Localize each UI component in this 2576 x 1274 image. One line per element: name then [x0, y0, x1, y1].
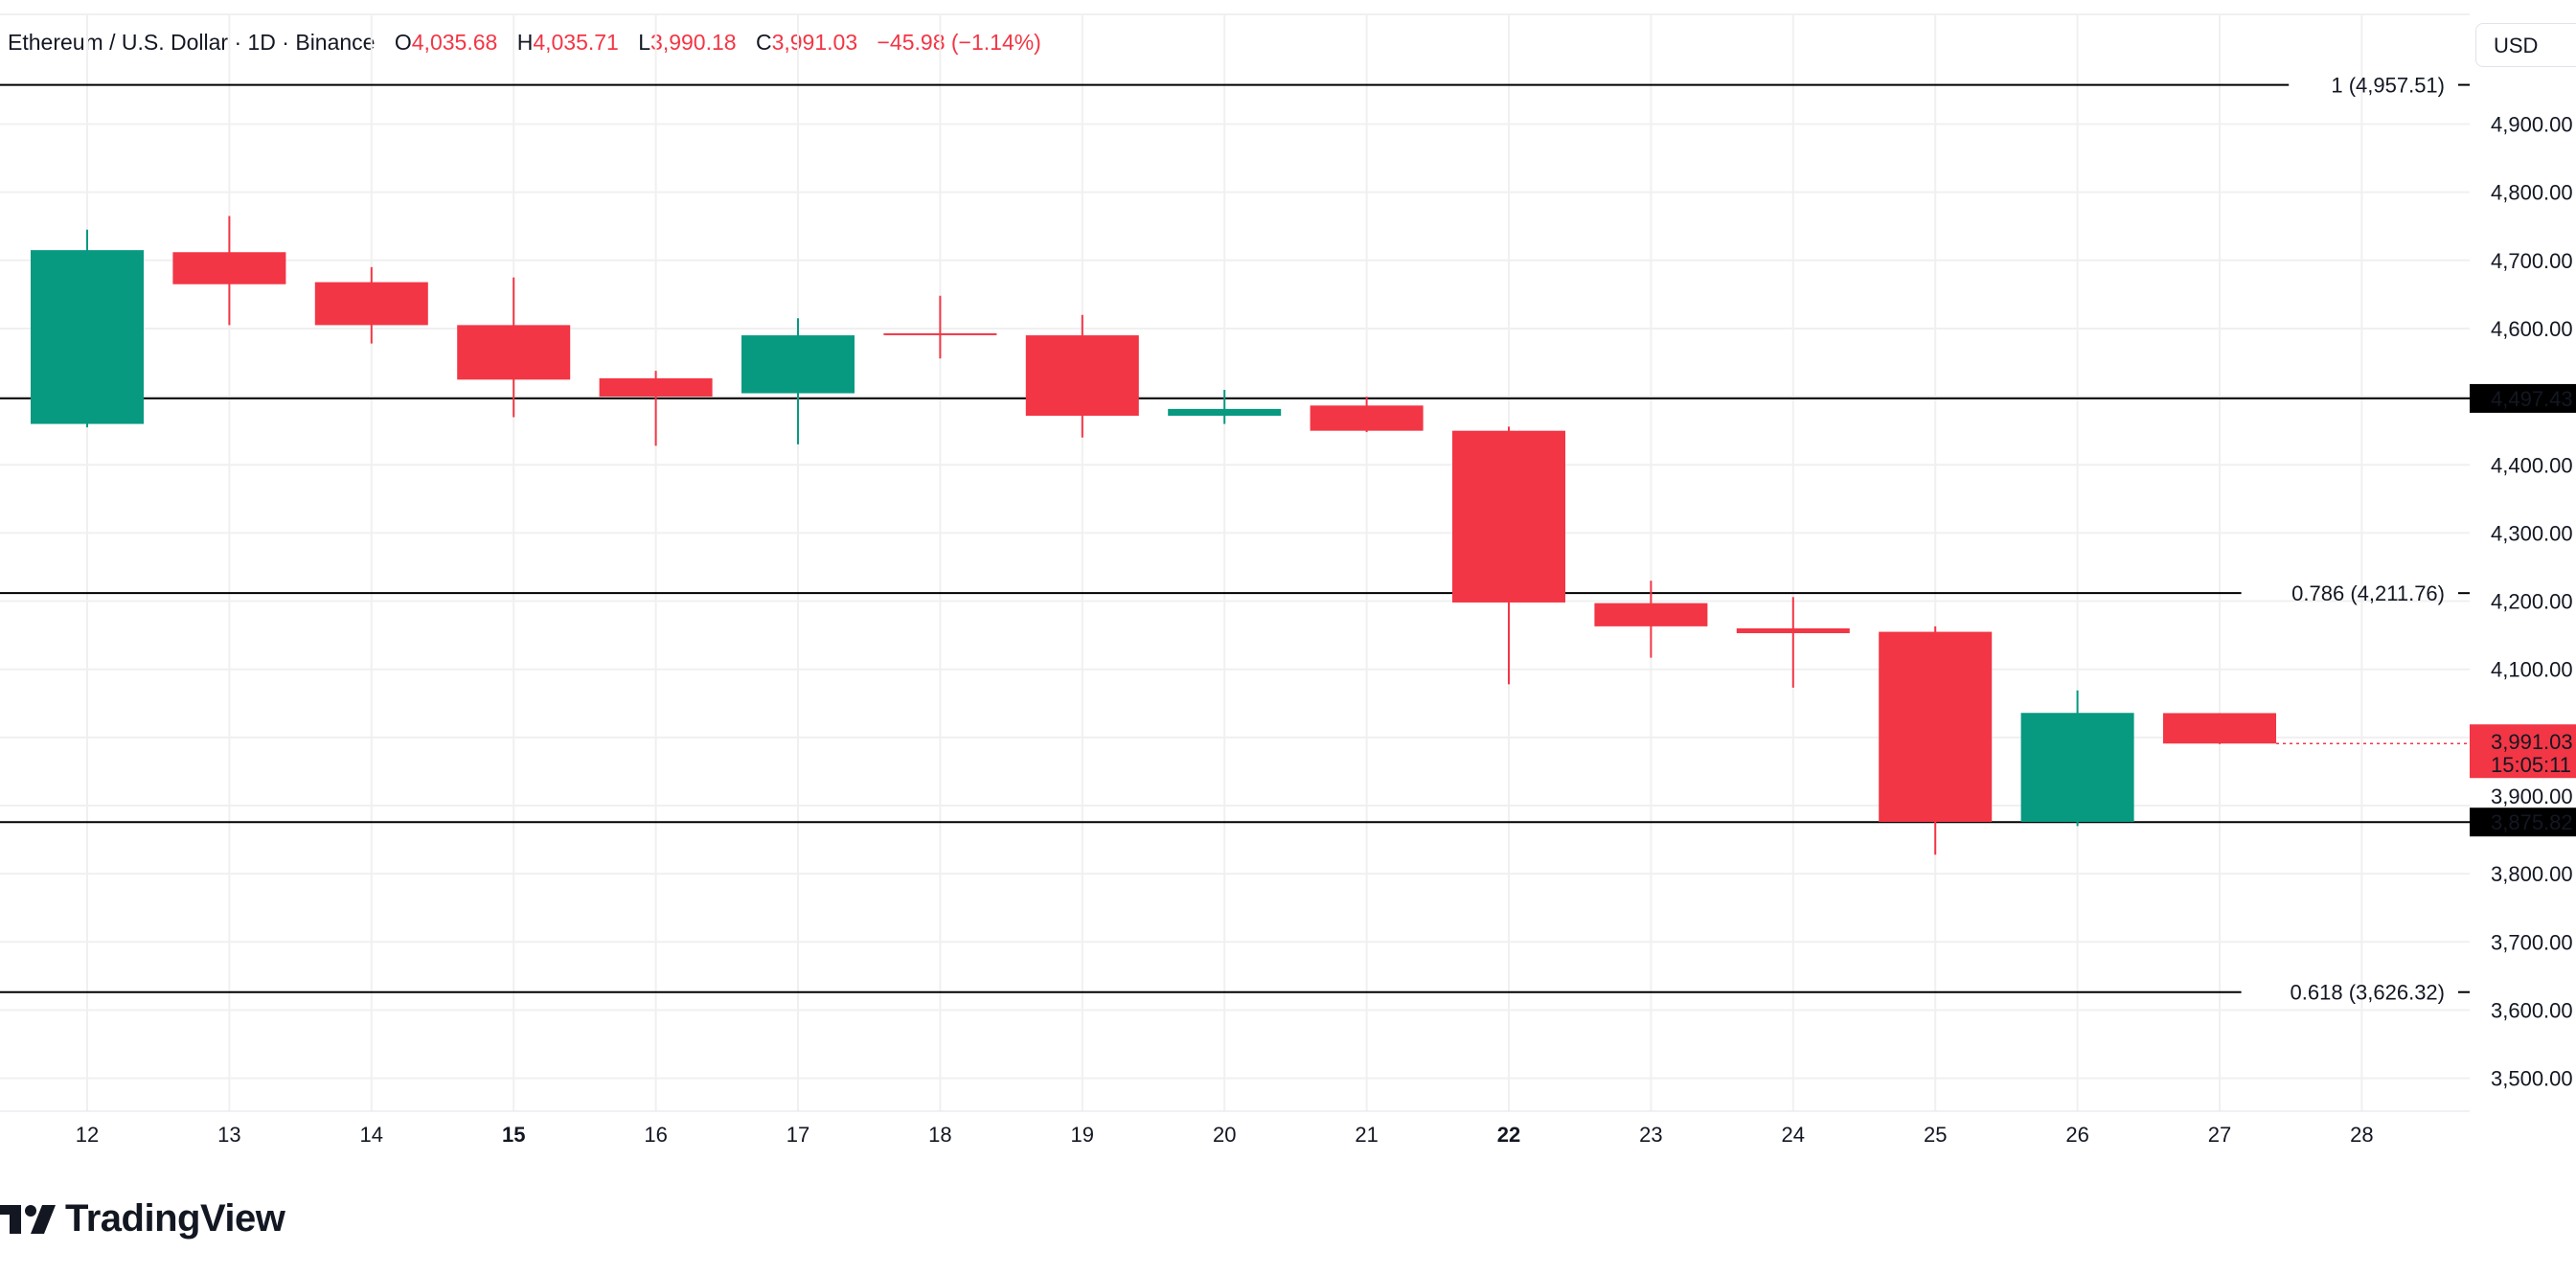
- time-axis-tick: 27: [2208, 1123, 2231, 1147]
- low-value: 3,990.18: [650, 30, 737, 55]
- candle-up: [741, 335, 855, 394]
- price-axis-tick: 3,800.00: [2491, 862, 2573, 886]
- time-axis-tick: 12: [76, 1123, 99, 1147]
- time-axis-tick: 13: [217, 1123, 240, 1147]
- candle-up: [31, 250, 144, 424]
- candle-down: [599, 377, 713, 398]
- open-label: O: [394, 30, 412, 55]
- time-axis-tick: 18: [928, 1123, 951, 1147]
- time-axis-tick: 15: [502, 1123, 525, 1147]
- candle-up: [2020, 713, 2134, 823]
- time-axis-tick: 22: [1497, 1123, 1520, 1147]
- last-price-label: 3,991.03: [2491, 730, 2573, 754]
- currency-button[interactable]: USD: [2475, 23, 2576, 67]
- time-axis-tick: 19: [1071, 1123, 1094, 1147]
- candle-down: [883, 332, 997, 335]
- candle-down: [2163, 713, 2276, 744]
- level-price-label: 3,875.82: [2491, 810, 2573, 834]
- time-axis-tick: 21: [1355, 1123, 1378, 1147]
- time-axis-tick: 28: [2350, 1123, 2373, 1147]
- level-price-label-bg: [2470, 808, 2576, 837]
- candle-down: [1879, 631, 1993, 823]
- candle-down: [1310, 405, 1424, 431]
- ohlc-legend: Ethereum / U.S. Dollar · 1D · Binance O4…: [8, 30, 1041, 56]
- symbol-title[interactable]: Ethereum / U.S. Dollar · 1D · Binance: [8, 30, 376, 55]
- candle-down: [1594, 603, 1708, 626]
- candle-down: [314, 282, 428, 326]
- low-label: L: [638, 30, 651, 55]
- candle-down: [1736, 628, 1850, 633]
- price-axis-tick: 4,300.00: [2491, 521, 2573, 545]
- level-price-label: 4,497.43: [2491, 387, 2573, 411]
- time-axis-tick: 25: [1924, 1123, 1947, 1147]
- candle-down: [457, 325, 571, 380]
- level-price-label-bg: [2470, 383, 2576, 413]
- countdown-label: 15:05:11: [2491, 753, 2571, 777]
- price-axis-tick: 3,500.00: [2491, 1067, 2573, 1091]
- time-axis-tick: 24: [1782, 1123, 1805, 1147]
- price-axis-tick: 4,700.00: [2491, 249, 2573, 273]
- fib-level-label: 1 (4,957.51): [2331, 74, 2445, 98]
- change-value: −45.98 (−1.14%): [877, 30, 1041, 55]
- tradingview-logo-icon: [0, 1204, 56, 1234]
- fib-level-label: 0.786 (4,211.76): [2291, 581, 2445, 605]
- price-axis-tick: 4,400.00: [2491, 453, 2573, 477]
- brand-name: TradingView: [65, 1197, 285, 1240]
- high-label: H: [516, 30, 534, 55]
- time-axis-tick: 26: [2065, 1123, 2088, 1147]
- fib-level-label: 0.618 (3,626.32): [2291, 981, 2445, 1005]
- candle-up: [1168, 408, 1282, 417]
- price-axis-tick: 4,200.00: [2491, 590, 2573, 614]
- price-axis-tick: 4,600.00: [2491, 317, 2573, 341]
- price-axis-tick: 3,900.00: [2491, 785, 2573, 808]
- time-axis-tick: 17: [786, 1123, 809, 1147]
- price-axis-tick: 4,800.00: [2491, 181, 2573, 205]
- divider: [0, 13, 2470, 15]
- candle-down: [172, 252, 286, 284]
- close-label: C: [755, 30, 772, 55]
- candle-down: [1025, 335, 1139, 417]
- time-axis-tick: 16: [644, 1123, 667, 1147]
- tradingview-logo[interactable]: TradingView: [0, 1197, 285, 1240]
- time-axis-tick: 23: [1639, 1123, 1662, 1147]
- price-axis-tick: 3,600.00: [2491, 998, 2573, 1022]
- open-value: 4,035.68: [411, 30, 498, 55]
- price-axis-tick: 4,100.00: [2491, 658, 2573, 682]
- high-value: 4,035.71: [533, 30, 619, 55]
- price-axis-tick: 4,900.00: [2491, 113, 2573, 137]
- last-price-label-bg: [2470, 724, 2576, 779]
- price-axis-tick: 3,700.00: [2491, 930, 2573, 954]
- candle-down: [1452, 430, 1565, 603]
- time-axis-tick: 20: [1213, 1123, 1236, 1147]
- time-axis-tick: 14: [360, 1123, 383, 1147]
- close-value: 3,991.03: [771, 30, 858, 55]
